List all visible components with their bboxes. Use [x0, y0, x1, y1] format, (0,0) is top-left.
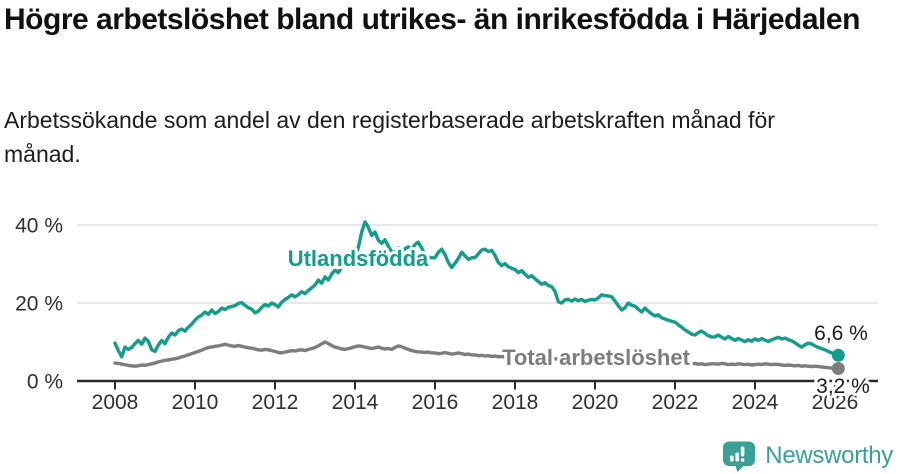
x-tick-label-2024: 2024 — [732, 391, 779, 414]
logo-bar-tall — [735, 452, 740, 461]
x-tick-label-2026: 2026 — [812, 391, 859, 414]
series-lines — [113, 220, 840, 371]
end-dot-total-arbetsl-shet — [831, 362, 845, 375]
y-axis-labels: 0 % 20 % 40 % — [15, 215, 63, 394]
y-tick-label-40: 40 % — [15, 215, 63, 238]
end-value-label-total: 3,2 % — [816, 375, 870, 398]
series-line-utlandsf-dda — [113, 220, 840, 359]
x-tick-label-2008: 2008 — [92, 391, 139, 414]
logo-exclamation-dot — [741, 457, 745, 462]
end-value-label-utlandsfodda: 6,6 % — [814, 322, 868, 345]
x-tick-label-2010: 2010 — [172, 391, 219, 414]
newsworthy-brand-name: Newsworthy — [765, 442, 893, 469]
x-tick-label-2016: 2016 — [412, 391, 459, 414]
line-chart-svg: 2008 2010 2012 2014 2016 2018 2020 2022 2024 2026… — [15, 215, 878, 414]
x-axis-ticks: 2008 2010 2012 2014 2016 2018 2020 2022 2024 2026 — [92, 381, 859, 414]
x-tick-label-2020: 2020 — [572, 391, 619, 414]
chart-title: Högre arbetslöshet bland utrikes- än inr… — [4, 3, 860, 36]
line-chart: 2008 2010 2012 2014 2016 2018 2020 2022 2024 2026… — [0, 190, 900, 430]
x-tick-label-2018: 2018 — [492, 391, 539, 414]
x-tick-label-2022: 2022 — [652, 391, 699, 414]
series-line-total-arbetsl-shet — [113, 340, 840, 371]
gridlines — [77, 224, 878, 304]
y-tick-label-20: 20 % — [15, 293, 63, 316]
logo-bar-small — [730, 455, 734, 461]
end-dot-utlandsf-dda — [831, 348, 845, 362]
chart-subtitle: Arbetssökande som andel av den registerb… — [4, 107, 775, 167]
logo-exclamation-stem — [741, 446, 745, 456]
series-label-utlandsfodda: Utlandsfödda — [288, 246, 429, 271]
series-end-dots — [831, 348, 845, 375]
series-label-total-arbetsloshet: Total arbetslöshet — [502, 345, 691, 370]
newsworthy-logo-icon — [723, 441, 756, 472]
x-tick-label-2012: 2012 — [252, 391, 299, 414]
x-tick-label-2014: 2014 — [332, 391, 379, 414]
y-tick-label-0: 0 % — [27, 371, 63, 394]
newsworthy-attribution: Newsworthy — [722, 440, 893, 472]
